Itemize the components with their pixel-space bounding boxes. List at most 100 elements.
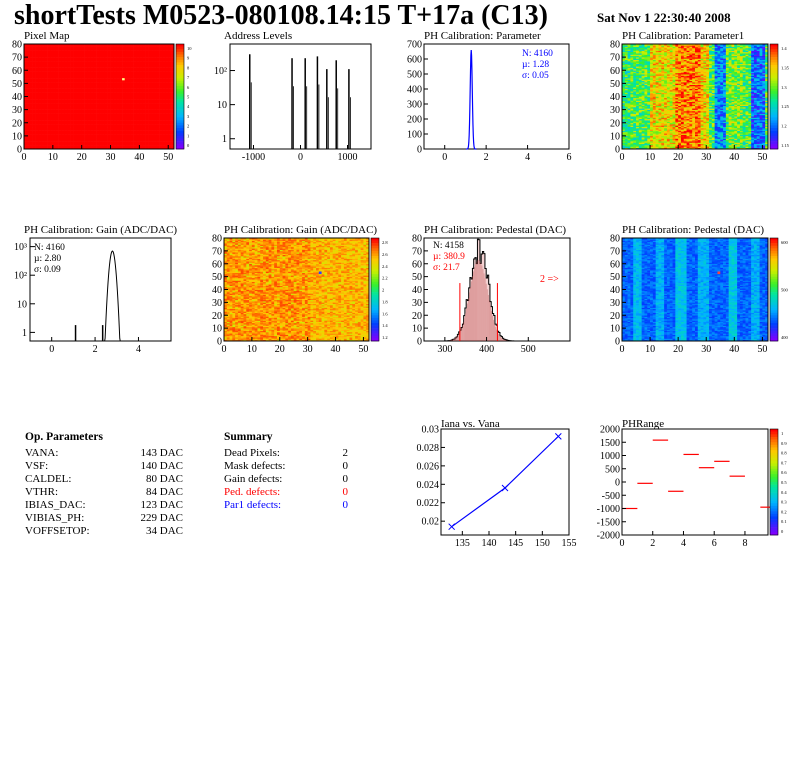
pixel-map-cell xyxy=(168,53,172,55)
pixel-map-cell xyxy=(38,138,42,141)
pixel-map-cell xyxy=(58,117,62,120)
ph-parameter1-cell xyxy=(624,74,628,76)
pixel-map-cell xyxy=(73,97,77,100)
pixel-map-cell xyxy=(90,49,94,51)
pixel-map-cell xyxy=(96,83,100,85)
pixel-map-cell xyxy=(113,135,117,138)
pixel-map-cell xyxy=(148,130,152,133)
ph-parameter1-cell xyxy=(630,126,634,129)
pixel-map-cell xyxy=(44,80,48,83)
pixel-map-cell xyxy=(29,50,33,53)
pixel-map-cell xyxy=(44,72,48,75)
pixel-map-cell xyxy=(150,129,155,131)
pixel-map-cell xyxy=(159,87,163,89)
pixel-map-cell xyxy=(84,120,88,122)
pixel-map-cell xyxy=(145,128,149,130)
ph-parameter1-cell xyxy=(636,110,640,113)
pixel-map-cell xyxy=(110,54,114,57)
pixel-map-cell xyxy=(130,51,134,54)
pixel-map-cell xyxy=(24,62,28,64)
pixel-map-cell xyxy=(87,54,91,57)
pixel-map-cell xyxy=(32,138,36,141)
pixel-map-cell xyxy=(55,63,59,66)
pixel-map-cell xyxy=(38,110,42,113)
pixel-map-cell xyxy=(64,121,68,124)
pixel-map-cell xyxy=(150,54,155,57)
pixel-map-cell xyxy=(90,82,94,84)
ph-parameter1-cell xyxy=(630,147,634,150)
ph-parameter1-cell xyxy=(644,99,648,101)
pixel-map-cell xyxy=(107,95,111,97)
pixel-map-xtick-label: 50 xyxy=(163,152,173,163)
pixel-map-cell xyxy=(104,78,108,80)
pixel-map-cell xyxy=(78,122,82,125)
pixel-map-cell xyxy=(133,108,137,110)
pixel-map-cell xyxy=(64,86,68,88)
pixel-map-cell xyxy=(101,72,106,75)
pixel-map-cell xyxy=(124,141,129,143)
pixel-map-cell xyxy=(122,83,126,85)
ph-parameter1-cell xyxy=(630,100,634,103)
pixel-map-cell xyxy=(81,46,85,49)
pixel-map-cell xyxy=(153,100,157,103)
pixel-map-cell xyxy=(113,78,117,80)
pixel-map-cell xyxy=(150,142,155,145)
pixel-map-cell xyxy=(145,46,149,49)
pixel-map-cell xyxy=(162,45,166,47)
pixel-map-cell xyxy=(49,129,54,131)
pixel-map-cell xyxy=(73,92,77,95)
pixel-map-cell xyxy=(127,125,132,127)
ph-parameter1-cell xyxy=(633,114,637,117)
pixel-map-cell xyxy=(171,44,175,46)
pixel-map-cell xyxy=(107,147,111,150)
pixel-map-cell xyxy=(162,131,166,134)
pixel-map-cell xyxy=(159,113,163,116)
pixel-map-cell xyxy=(159,62,163,64)
pixel-map-cell xyxy=(58,78,62,80)
pixel-map-cell xyxy=(139,107,143,109)
ph-parameter1-cell xyxy=(636,139,640,142)
pixel-map-cell xyxy=(35,62,39,64)
pixel-map-cell xyxy=(130,100,134,103)
pixel-map-cell xyxy=(133,143,137,146)
pixel-map-cell xyxy=(67,86,71,88)
pixel-map-cell xyxy=(156,128,160,130)
ph-parameter1-cell xyxy=(624,130,628,133)
pixel-map-cell xyxy=(87,143,91,146)
pixel-map-cell xyxy=(101,74,106,76)
ph-parameter1-cell xyxy=(638,129,642,131)
pixel-map-cell xyxy=(61,147,65,150)
pixel-map-cell xyxy=(139,63,143,66)
ph-parameter1-cell xyxy=(622,99,626,101)
pixel-map-cell xyxy=(122,82,126,84)
ph-parameter1-cell xyxy=(638,86,642,88)
pixel-map-cell xyxy=(99,49,103,51)
pixel-map-cell xyxy=(41,51,45,54)
pixel-map-cell xyxy=(136,92,140,95)
pixel-map-cell xyxy=(67,61,71,63)
pixel-map-cell xyxy=(110,109,114,112)
pixel-map-cell xyxy=(165,99,169,101)
pixel-map-cell xyxy=(159,96,163,99)
pixel-map-cell xyxy=(159,121,163,124)
pixel-map-cell xyxy=(35,97,39,100)
ph-parameter1-cell xyxy=(636,50,640,53)
pixel-map-cell xyxy=(101,143,106,146)
pixel-map-cell xyxy=(104,146,108,148)
ph-parameter1-cell xyxy=(624,104,628,106)
pixel-map-cell xyxy=(96,80,100,83)
pixel-map-cell xyxy=(113,75,117,78)
pixel-map-cell xyxy=(171,88,175,91)
ph-parameter1-cell xyxy=(630,82,634,84)
pixel-map-cell xyxy=(159,76,163,79)
ph-parameter1-cell xyxy=(633,51,637,54)
pixel-map-cell xyxy=(148,79,152,82)
pixel-map-cell xyxy=(49,44,54,46)
pixel-map-cell xyxy=(38,139,42,142)
pixel-map-cell xyxy=(148,70,152,72)
pixel-map-cell xyxy=(171,112,175,114)
pixel-map-cell xyxy=(32,110,36,113)
pixel-map-cell xyxy=(101,92,106,95)
pixel-map-cell xyxy=(127,146,132,148)
pixel-map-cell xyxy=(133,71,137,74)
